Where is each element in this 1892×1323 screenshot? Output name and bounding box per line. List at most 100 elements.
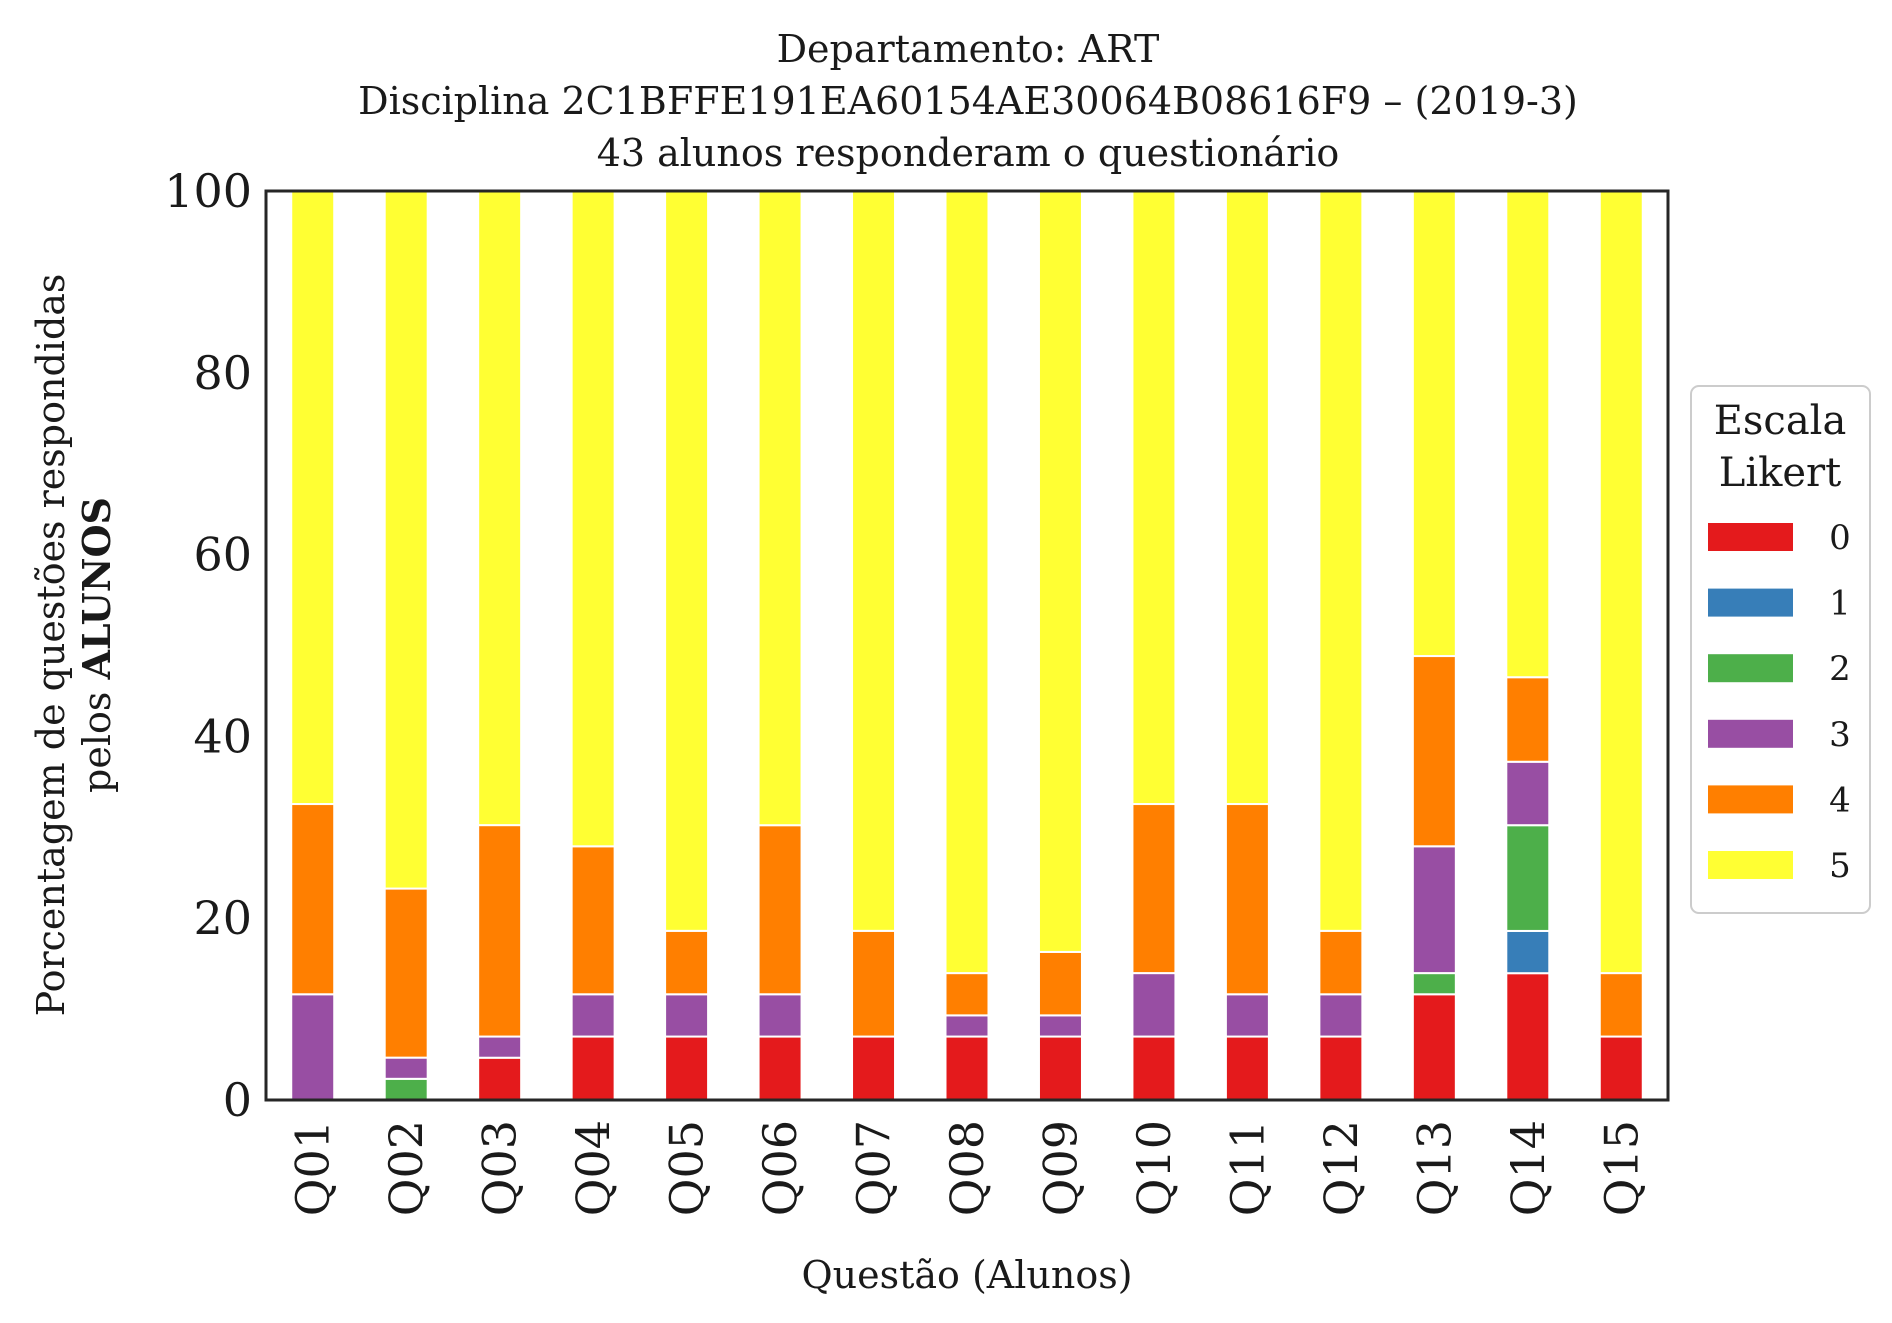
bar-q03-scale-5 xyxy=(477,189,523,827)
bar-q05-scale-4 xyxy=(664,929,710,996)
bar-q02-scale-4 xyxy=(383,887,429,1059)
bar-q11-scale-3 xyxy=(1224,993,1270,1038)
plot-frame xyxy=(264,189,1670,1102)
x-tick-label-q05: Q05 xyxy=(660,1120,714,1216)
legend-label-3: 3 xyxy=(1829,715,1851,755)
y-tick-label: 80 xyxy=(193,346,252,400)
legend-label-2: 2 xyxy=(1829,649,1851,689)
bar-q04-scale-4 xyxy=(570,845,616,996)
x-axis-label: Questão (Alunos) xyxy=(801,1253,1132,1297)
bar-q01-scale-3 xyxy=(290,993,336,1102)
bar-q08-scale-0 xyxy=(944,1035,990,1102)
x-tick-label-q07: Q07 xyxy=(847,1120,901,1216)
y-axis-label-line-1: Porcentagem de questões respondidas xyxy=(29,274,73,1017)
x-tick-label-q02: Q02 xyxy=(379,1120,433,1216)
bar-q13-scale-4 xyxy=(1411,655,1457,848)
bar-q11-scale-0 xyxy=(1224,1035,1270,1102)
y-tick-label: 20 xyxy=(193,891,252,945)
x-tick-label-q04: Q04 xyxy=(566,1120,620,1216)
bar-q07-scale-5 xyxy=(851,189,897,932)
bar-q06-scale-5 xyxy=(757,190,803,827)
bar-q07-scale-4 xyxy=(851,929,897,1038)
bar-q13-scale-0 xyxy=(1411,993,1457,1102)
legend-swatch-4 xyxy=(1708,785,1793,814)
legend-swatch-0 xyxy=(1708,523,1793,551)
y-tick-label: 60 xyxy=(193,528,252,582)
bar-q10-scale-5 xyxy=(1131,190,1177,806)
y-axis-label: Porcentagem de questões respondidas pelo… xyxy=(29,274,119,1017)
plot-area xyxy=(290,189,1644,1102)
bar-q12-scale-4 xyxy=(1318,929,1364,996)
bar-q05-scale-3 xyxy=(664,993,710,1038)
legend-swatch-2 xyxy=(1708,654,1793,683)
bar-q03-scale-3 xyxy=(477,1035,523,1059)
y-tick-label: 0 xyxy=(223,1073,252,1127)
bar-q15-scale-5 xyxy=(1598,189,1644,975)
bar-q13-scale-5 xyxy=(1411,190,1457,658)
x-tick-label-q03: Q03 xyxy=(473,1120,527,1216)
x-tick-label-q08: Q08 xyxy=(940,1120,994,1216)
bar-q04-scale-5 xyxy=(570,190,616,848)
bar-q11-scale-4 xyxy=(1224,803,1270,996)
x-tick-label-q12: Q12 xyxy=(1314,1120,1368,1216)
bar-q04-scale-0 xyxy=(570,1035,616,1102)
bar-q12-scale-3 xyxy=(1318,993,1364,1038)
bar-q14-scale-0 xyxy=(1505,972,1551,1101)
bar-q12-scale-0 xyxy=(1318,1035,1364,1102)
bar-q14-scale-1 xyxy=(1505,929,1551,975)
legend: Escala Likert 0 1 2 3 4 5 xyxy=(1690,385,1871,914)
bar-q03-scale-4 xyxy=(477,824,523,1038)
bar-q05-scale-0 xyxy=(664,1035,710,1102)
bar-q09-scale-0 xyxy=(1037,1035,1083,1102)
y-tick-label: 100 xyxy=(164,164,252,218)
bar-q13-scale-3 xyxy=(1411,845,1457,975)
legend-label-0: 0 xyxy=(1829,518,1851,558)
bar-q02-scale-2 xyxy=(383,1077,429,1101)
bar-q06-scale-0 xyxy=(757,1035,803,1102)
title-line-1: Departamento: ART xyxy=(777,27,1160,71)
x-tick-label-q06: Q06 xyxy=(753,1120,807,1216)
x-tick-label-q13: Q13 xyxy=(1407,1120,1461,1216)
bar-q09-scale-4 xyxy=(1037,950,1083,1017)
legend-frame xyxy=(1690,385,1871,914)
bar-q13-scale-2 xyxy=(1411,972,1457,996)
legend-swatch-1 xyxy=(1708,588,1793,617)
legend-items: 0 1 2 3 4 5 xyxy=(1708,518,1851,886)
x-tick-label-q15: Q15 xyxy=(1594,1120,1648,1216)
chart-title: Departamento: ART Disciplina 2C1BFFE191E… xyxy=(358,27,1578,175)
y-axis-label-prefix: pelos xyxy=(75,680,119,793)
bar-q10-scale-3 xyxy=(1131,972,1177,1038)
y-tick-label: 40 xyxy=(193,709,252,763)
bar-q05-scale-5 xyxy=(664,189,710,932)
y-axis-label-line-2: pelos ALUNOS xyxy=(74,497,119,793)
bar-q12-scale-5 xyxy=(1318,189,1364,932)
bar-q02-scale-3 xyxy=(383,1056,429,1080)
legend-label-4: 4 xyxy=(1829,780,1851,820)
title-line-2: Disciplina 2C1BFFE191EA60154AE30064B0861… xyxy=(358,79,1578,123)
bar-q10-scale-4 xyxy=(1131,803,1177,975)
bar-q08-scale-5 xyxy=(944,189,990,975)
bar-q06-scale-3 xyxy=(757,993,803,1038)
bar-q14-scale-5 xyxy=(1505,190,1551,679)
title-line-3: 43 alunos responderam o questionário xyxy=(597,131,1340,175)
bar-q01-scale-5 xyxy=(290,190,336,806)
y-axis-ticks: 0 20 40 60 80 100 xyxy=(164,164,252,1127)
x-tick-label-q14: Q14 xyxy=(1501,1120,1555,1216)
bar-q04-scale-3 xyxy=(570,993,616,1038)
bar-q10-scale-0 xyxy=(1131,1035,1177,1102)
x-axis-ticks: Q01 Q02 Q03 Q04 Q05 Q06 Q07 Q08 Q09 Q10 Q11 Q12 Q13 Q… xyxy=(286,1120,1649,1216)
legend-swatch-3 xyxy=(1708,719,1793,748)
bar-q08-scale-3 xyxy=(944,1014,990,1038)
bar-q02-scale-5 xyxy=(383,190,429,890)
x-tick-label-q01: Q01 xyxy=(286,1120,340,1216)
legend-swatch-5 xyxy=(1708,851,1793,879)
bar-q14-scale-4 xyxy=(1505,676,1551,763)
bar-q03-scale-0 xyxy=(477,1056,523,1101)
bar-q14-scale-3 xyxy=(1505,760,1551,827)
legend-title-line-1: Escala xyxy=(1714,398,1847,444)
bar-q11-scale-5 xyxy=(1224,190,1270,806)
legend-label-1: 1 xyxy=(1829,584,1851,624)
x-tick-label-q09: Q09 xyxy=(1033,1120,1087,1216)
legend-label-5: 5 xyxy=(1829,846,1851,886)
